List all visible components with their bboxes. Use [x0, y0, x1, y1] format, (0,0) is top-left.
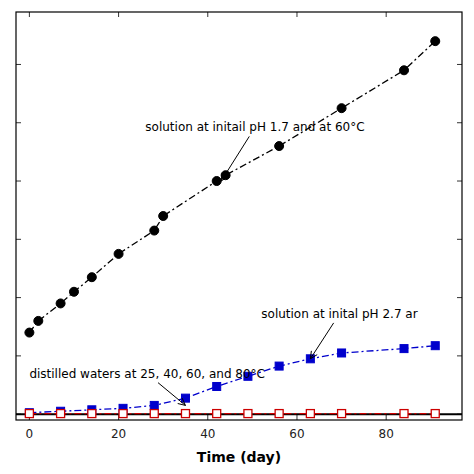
x-axis-label: Time (day) [197, 449, 281, 465]
y-tick-right [457, 64, 462, 65]
y-tick-right [457, 239, 462, 240]
annotations: solution at initail pH 1.7 and at 60°C so… [29, 120, 417, 405]
point [212, 177, 221, 186]
point [57, 410, 65, 418]
series [25, 37, 440, 337]
y-tick [16, 239, 21, 240]
x-tick [296, 415, 297, 420]
point [159, 212, 168, 221]
x-tick-label: 80 [379, 427, 394, 441]
point [400, 345, 408, 353]
point [181, 410, 189, 418]
point [69, 287, 78, 296]
point [431, 342, 439, 350]
y-tick [16, 355, 21, 356]
series [25, 342, 439, 417]
series-line [29, 346, 435, 413]
point [337, 104, 346, 113]
point [338, 410, 346, 418]
x-tick-top [296, 12, 297, 17]
point [338, 349, 346, 357]
x-tick-label: 40 [200, 427, 215, 441]
point [114, 249, 123, 258]
y-tick-right [457, 122, 462, 123]
point [150, 410, 158, 418]
x-tick [207, 415, 208, 420]
plot-background [16, 12, 462, 420]
point [25, 409, 33, 417]
x-tick-label: 20 [111, 427, 126, 441]
y-tick [16, 64, 21, 65]
y-tick [16, 122, 21, 123]
x-tick-label: 60 [289, 427, 304, 441]
point [275, 142, 284, 151]
point [275, 362, 283, 370]
annotation-text: distilled waters at 25, 40, 60, and 80°C [29, 367, 265, 381]
point [213, 410, 221, 418]
x-tick-label: 0 [26, 427, 34, 441]
x-tick-top [207, 12, 208, 17]
point [87, 273, 96, 282]
series [25, 410, 439, 418]
point [306, 410, 314, 418]
y-tick [16, 297, 21, 298]
point [119, 410, 127, 418]
point [275, 410, 283, 418]
y-tick-right [457, 181, 462, 182]
chart: 0 20 40 60 80 Time (day) solution at initail p… [0, 0, 474, 474]
x-tick-top [29, 12, 30, 17]
plot-area [25, 37, 440, 418]
point [34, 316, 43, 325]
axes: 0 20 40 60 80 [16, 12, 462, 441]
y-tick-right [457, 355, 462, 356]
point [150, 401, 158, 409]
y-tick [16, 181, 21, 182]
point [88, 410, 96, 418]
point [150, 226, 159, 235]
annotation-text: solution at inital pH 2.7 ar [261, 307, 417, 321]
point [56, 299, 65, 308]
annotation-text: solution at initail pH 1.7 and at 60°C [145, 120, 364, 134]
point [25, 410, 33, 418]
frame [16, 12, 462, 420]
point [213, 382, 221, 390]
annotation-arrow [158, 383, 185, 406]
annotation-arrow [221, 136, 249, 181]
point [431, 37, 440, 46]
y-tick-right [457, 297, 462, 298]
series-line [29, 41, 435, 332]
point [244, 410, 252, 418]
point [431, 410, 439, 418]
point [25, 328, 34, 337]
x-tick-top [386, 12, 387, 17]
x-tick [386, 415, 387, 420]
annotation-arrow [310, 323, 333, 359]
zero-line [16, 413, 462, 415]
point [400, 66, 409, 75]
x-tick-top [118, 12, 119, 17]
point [400, 410, 408, 418]
